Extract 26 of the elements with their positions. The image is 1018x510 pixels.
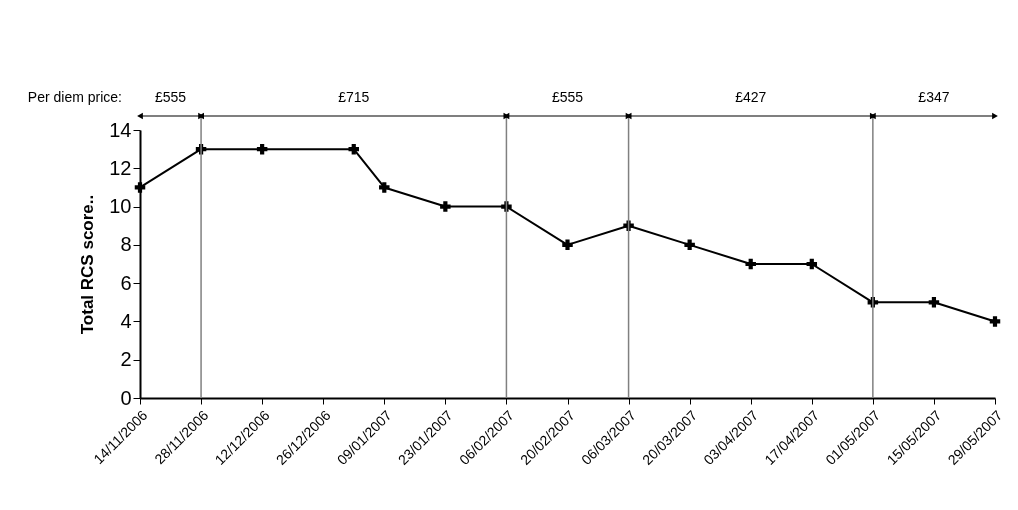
point: [562, 239, 573, 251]
y-tick-label: 6: [120, 271, 132, 294]
y-tick-label: 8: [120, 233, 132, 256]
point: [348, 143, 359, 155]
point: [256, 143, 268, 155]
y-tick-label: 0: [120, 386, 132, 409]
y-tick-label: 12: [109, 156, 132, 179]
point: [806, 258, 818, 270]
y-tick-label: 4: [120, 309, 132, 332]
y-tick-label: 14: [109, 118, 132, 141]
point: [745, 258, 756, 270]
text: £427: [735, 89, 767, 105]
y-tick-label: 2: [120, 348, 132, 371]
point: [440, 201, 451, 212]
point: [928, 297, 940, 308]
y-axis-title: Total RCS score..: [78, 194, 98, 335]
y-tick-label: 10: [109, 195, 132, 218]
point: [989, 316, 1001, 327]
text: £555: [551, 89, 584, 105]
text: Per diem price:: [27, 89, 122, 105]
point: [379, 182, 390, 193]
text: £347: [918, 89, 950, 105]
point: [684, 239, 695, 251]
text: £715: [338, 89, 370, 105]
text: £555: [154, 89, 187, 105]
point: [134, 182, 146, 193]
